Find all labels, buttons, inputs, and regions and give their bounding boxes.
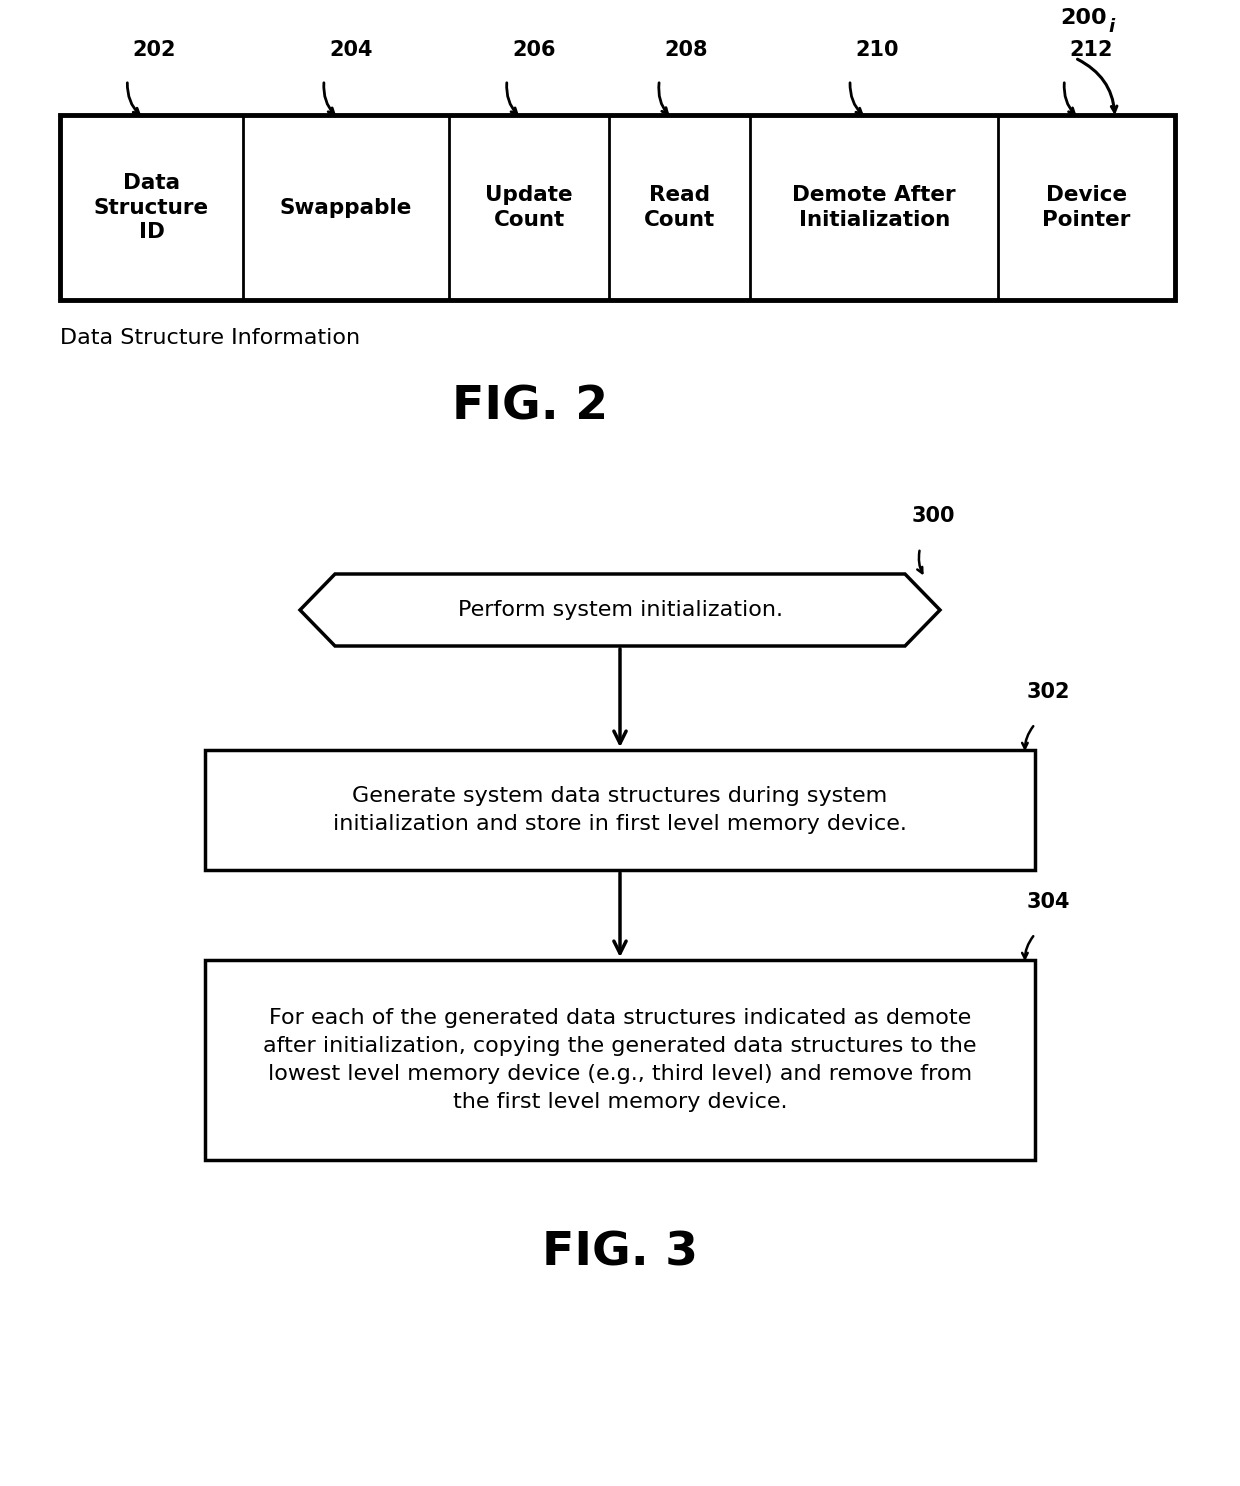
Text: Read
Count: Read Count xyxy=(644,186,715,230)
Text: Swappable: Swappable xyxy=(280,198,413,217)
Text: 206: 206 xyxy=(512,40,556,59)
Text: 304: 304 xyxy=(1027,892,1070,912)
Text: Demote After
Initialization: Demote After Initialization xyxy=(792,186,956,230)
Text: 302: 302 xyxy=(1027,682,1070,701)
Text: 200: 200 xyxy=(1060,7,1106,28)
Text: Data Structure Information: Data Structure Information xyxy=(60,328,360,348)
Text: 210: 210 xyxy=(856,40,899,59)
Text: Update
Count: Update Count xyxy=(485,186,573,230)
Text: i: i xyxy=(1109,18,1114,36)
Text: Device
Pointer: Device Pointer xyxy=(1043,186,1131,230)
Polygon shape xyxy=(300,574,940,646)
Bar xyxy=(205,750,1035,869)
Text: FIG. 3: FIG. 3 xyxy=(542,1230,698,1275)
Text: Perform system initialization.: Perform system initialization. xyxy=(458,600,782,620)
Text: 208: 208 xyxy=(665,40,708,59)
Text: 202: 202 xyxy=(133,40,176,59)
Text: Generate system data structures during system
initialization and store in first : Generate system data structures during s… xyxy=(334,786,906,834)
Text: For each of the generated data structures indicated as demote
after initializati: For each of the generated data structure… xyxy=(263,1008,977,1112)
Text: 204: 204 xyxy=(329,40,373,59)
Bar xyxy=(205,960,1035,1161)
Text: FIG. 2: FIG. 2 xyxy=(451,385,608,429)
Text: 300: 300 xyxy=(911,507,956,526)
Bar xyxy=(60,114,1176,300)
Text: 212: 212 xyxy=(1070,40,1114,59)
Text: Data
Structure
ID: Data Structure ID xyxy=(94,172,210,242)
